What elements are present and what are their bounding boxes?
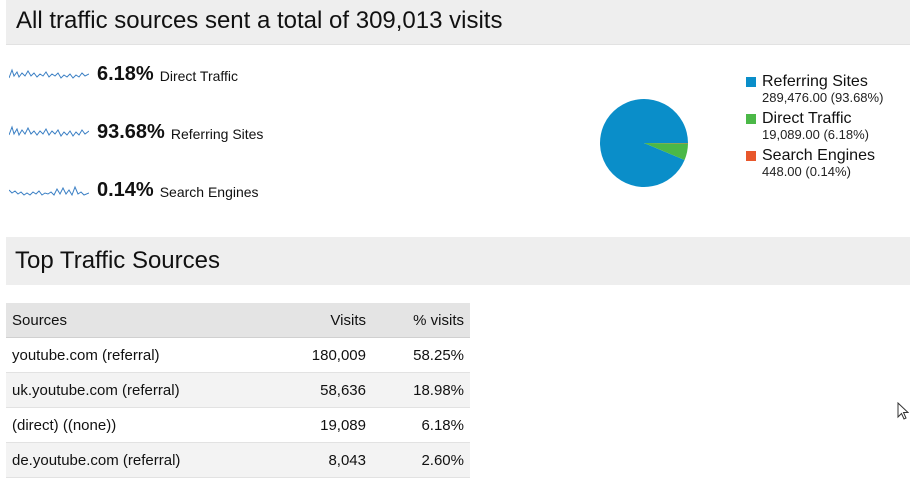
table-row[interactable]: (direct) ((none)) 19,089 6.18% xyxy=(6,407,470,443)
section-title: Top Traffic Sources xyxy=(15,247,220,274)
legend-item-search-engines: Search Engines 448.00 (0.14%) xyxy=(746,147,883,184)
legend-swatch xyxy=(746,151,756,161)
legend-swatch xyxy=(746,77,756,87)
source-cell[interactable]: youtube.com (referral) xyxy=(6,337,268,373)
summary-header: All traffic sources sent a total of 309,… xyxy=(6,0,910,45)
legend-value: 289,476.00 (93.68%) xyxy=(762,90,884,105)
pie-slice-referring-sites[interactable] xyxy=(600,99,688,187)
table-header-row: Sources Visits % visits xyxy=(6,303,470,338)
table-row[interactable]: youtube.com (referral) 180,009 58.25% xyxy=(6,337,470,373)
metric-percentage: 0.14% xyxy=(97,178,154,201)
column-header-sources[interactable]: Sources xyxy=(6,303,268,338)
visits-cell: 180,009 xyxy=(268,337,372,373)
visits-cell: 58,636 xyxy=(268,372,372,408)
legend-swatch xyxy=(746,114,756,124)
metric-percentage: 6.18% xyxy=(97,62,154,85)
metric-label[interactable]: Referring Sites xyxy=(170,125,264,142)
column-header-percent-visits[interactable]: % visits xyxy=(372,303,470,338)
source-cell[interactable]: de.youtube.com (referral) xyxy=(6,442,268,478)
visits-cell: 8,043 xyxy=(268,442,372,478)
percent-cell: 18.98% xyxy=(372,372,470,408)
visits-cell: 19,089 xyxy=(268,407,372,443)
top-sources-table: Sources Visits % visits youtube.com (ref… xyxy=(6,303,470,478)
traffic-pie-chart xyxy=(600,99,688,187)
table-row[interactable]: de.youtube.com (referral) 8,043 2.60% xyxy=(6,442,470,478)
source-cell[interactable]: (direct) ((none)) xyxy=(6,407,268,443)
mouse-cursor-icon xyxy=(897,402,909,420)
metric-percentage: 93.68% xyxy=(97,120,165,143)
sparkline-icon xyxy=(9,68,89,79)
top-sources-header: Top Traffic Sources xyxy=(6,237,910,285)
metric-search-engines[interactable]: 0.14% Search Engines xyxy=(9,177,259,203)
legend-item-referring-sites: Referring Sites 289,476.00 (93.68%) xyxy=(746,73,883,110)
percent-cell: 58.25% xyxy=(372,337,470,373)
legend-name: Direct Traffic xyxy=(762,110,852,127)
legend-value: 19,089.00 (6.18%) xyxy=(762,127,869,142)
sparkline-icon xyxy=(9,185,89,197)
legend-value: 448.00 (0.14%) xyxy=(762,164,851,179)
legend-item-direct-traffic: Direct Traffic 19,089.00 (6.18%) xyxy=(746,110,883,147)
metric-referring-sites[interactable]: 93.68% Referring Sites xyxy=(9,119,263,145)
legend-name: Referring Sites xyxy=(762,73,868,90)
metric-label[interactable]: Search Engines xyxy=(159,183,259,200)
pie-slice-direct-traffic[interactable] xyxy=(644,143,688,161)
source-cell[interactable]: uk.youtube.com (referral) xyxy=(6,372,268,408)
table-row[interactable]: uk.youtube.com (referral) 58,636 18.98% xyxy=(6,372,470,408)
page-title: All traffic sources sent a total of 309,… xyxy=(16,7,503,34)
metric-label[interactable]: Direct Traffic xyxy=(159,67,239,84)
sparkline-icon xyxy=(9,125,89,137)
percent-cell: 6.18% xyxy=(372,407,470,443)
legend-name: Search Engines xyxy=(762,147,875,164)
column-header-visits[interactable]: Visits xyxy=(268,303,372,338)
metric-direct-traffic[interactable]: 6.18% Direct Traffic xyxy=(9,61,238,87)
percent-cell: 2.60% xyxy=(372,442,470,478)
pie-legend: Referring Sites 289,476.00 (93.68%) Dire… xyxy=(746,73,883,184)
